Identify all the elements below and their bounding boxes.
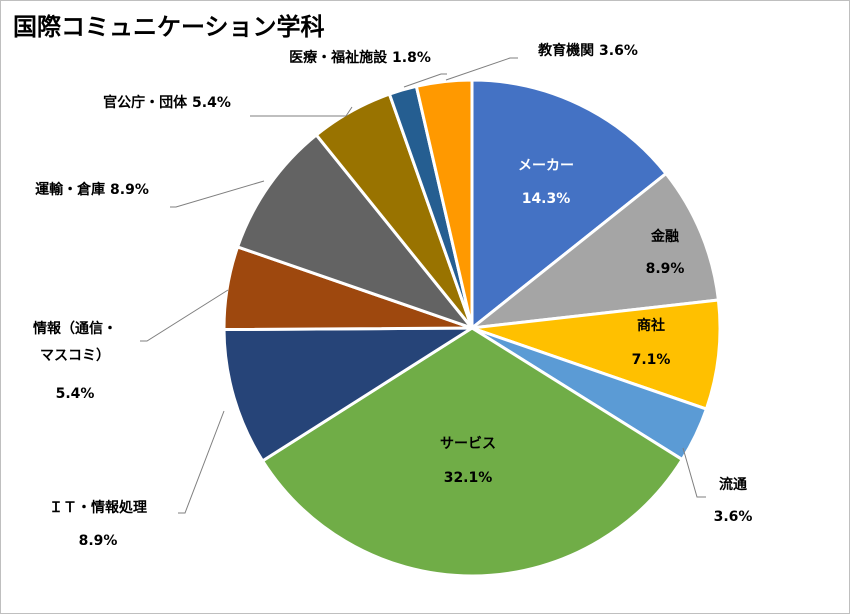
slice-value-9: 5.4% <box>192 95 231 111</box>
slice-label-8: 運輸・倉庫 8.9% <box>35 181 149 198</box>
leader-line-7 <box>140 289 229 342</box>
leader-line-10 <box>403 73 447 88</box>
slice-value-3: 7.1% <box>632 352 671 368</box>
slice-value-4: 3.6% <box>714 509 753 525</box>
slice-label-10: 医療・福祉施設 1.8% <box>289 49 431 66</box>
slice-label-3: 商社 <box>637 317 665 334</box>
slice-label-11: 教育機関 3.6% <box>538 42 638 59</box>
leader-line-6 <box>178 410 225 514</box>
slice-value-11: 3.6% <box>599 43 638 59</box>
slice-label-5: サービス <box>440 436 496 452</box>
slice-label-text-10: 医療・福祉施設 <box>289 49 392 66</box>
slice-value-8: 8.9% <box>110 182 149 198</box>
pie-slice-5 <box>261 326 684 578</box>
slice-label-7-a: 情報（通信・ <box>33 320 117 337</box>
leader-line-4 <box>682 447 706 498</box>
leader-line-8 <box>170 180 265 208</box>
slice-label-4: 流通 <box>719 476 747 493</box>
chart-title: 国際コミュニケーション学科 <box>13 13 325 41</box>
slice-value-10: 1.8% <box>392 50 431 66</box>
slice-label-text-11: 教育機関 <box>538 42 599 59</box>
pie-slice-2 <box>470 172 720 330</box>
leader-line-9 <box>250 106 353 117</box>
slice-value-6: 8.9% <box>79 533 118 549</box>
slice-value-5: 32.1% <box>444 470 493 486</box>
slice-label-text-8: 運輸・倉庫 <box>35 181 110 198</box>
slice-label-6: ＩＴ・情報処理 <box>49 499 147 516</box>
slice-label-7-b: マスコミ） <box>40 348 110 364</box>
slice-value-2: 8.9% <box>646 261 685 277</box>
slice-label-text-9: 官公庁・団体 <box>103 94 192 111</box>
leader-line-11 <box>445 57 518 81</box>
pie-slice-11 <box>414 78 474 330</box>
pie-slice-6 <box>222 326 474 463</box>
slice-label-2: 金融 <box>650 228 679 245</box>
pie-slice-8 <box>236 133 474 330</box>
slice-label-1: メーカー <box>518 158 574 174</box>
slice-label-9: 官公庁・団体 5.4% <box>103 94 231 111</box>
slice-value-7: 5.4% <box>56 386 95 402</box>
slice-value-1: 14.3% <box>522 191 571 207</box>
pie-slice-3 <box>470 298 722 411</box>
pie-slice-1 <box>470 78 668 330</box>
